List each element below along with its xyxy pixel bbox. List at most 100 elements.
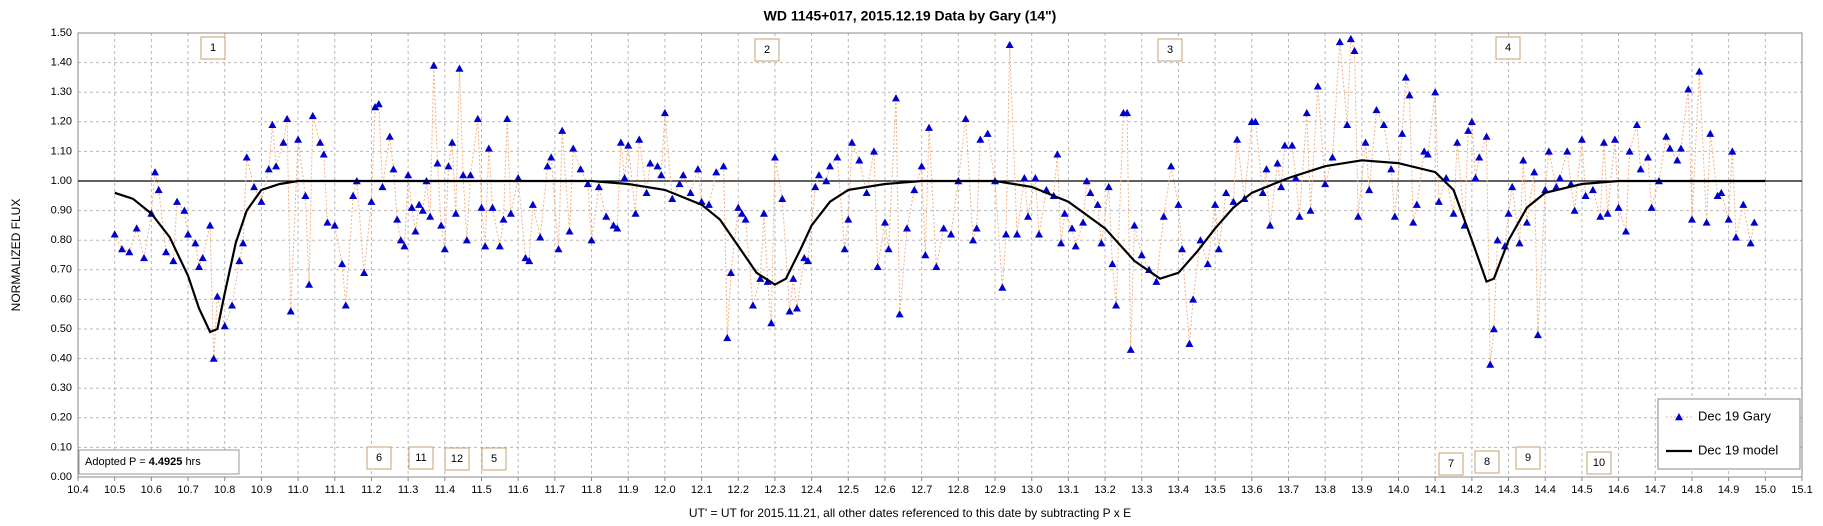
annotation-box	[1157, 38, 1183, 62]
data-point	[1079, 218, 1088, 226]
x-tick-label: 11.2	[361, 484, 382, 496]
data-point	[268, 120, 277, 128]
data-point	[407, 203, 416, 211]
data-point	[756, 274, 765, 282]
data-point	[338, 259, 347, 268]
data-point	[239, 239, 248, 247]
data-point	[679, 171, 688, 179]
data-point	[459, 171, 468, 179]
annotation-label: 4	[1505, 42, 1511, 54]
data-point	[385, 132, 394, 140]
data-point	[976, 135, 985, 143]
data-point	[1233, 135, 1242, 143]
data-point	[1632, 120, 1641, 128]
x-tick-label: 14.5	[1571, 484, 1592, 496]
data-point	[1746, 239, 1755, 247]
data-point	[668, 194, 677, 202]
annotation-box	[481, 447, 507, 471]
data-point	[924, 123, 933, 131]
data-point	[972, 224, 981, 232]
data-point	[704, 200, 713, 208]
note-text: Adopted P = 4.4925 hrs	[85, 456, 201, 468]
data-point	[1533, 330, 1542, 339]
data-point	[250, 182, 259, 191]
data-point	[1508, 182, 1517, 191]
y-tick-label: 0.50	[51, 323, 72, 335]
data-point	[1702, 218, 1711, 226]
data-point	[429, 61, 438, 69]
data-point	[983, 129, 992, 137]
data-point	[1335, 37, 1344, 46]
data-point	[125, 248, 134, 256]
data-point	[642, 188, 651, 197]
y-tick-label: 0.40	[51, 353, 72, 365]
data-point	[759, 209, 768, 217]
x-tick-label: 14.3	[1498, 484, 1519, 496]
data-point	[1599, 138, 1608, 146]
legend-label: Dec 19 Gary	[1698, 408, 1771, 423]
data-point	[998, 283, 1007, 291]
x-tick-label: 14.1	[1424, 484, 1445, 496]
data-point	[415, 200, 424, 208]
data-point	[902, 224, 911, 232]
data-point	[1306, 206, 1315, 214]
data-point	[1695, 67, 1704, 75]
note-suffix: hrs	[185, 456, 201, 468]
data-point	[884, 245, 893, 253]
data-point	[286, 307, 295, 315]
x-tick-label: 11.7	[545, 484, 566, 496]
data-point	[1082, 177, 1091, 185]
data-point	[349, 191, 358, 199]
data-point	[1086, 188, 1095, 197]
data-point	[389, 165, 398, 173]
data-point	[719, 162, 728, 170]
x-tick-label: 14.6	[1608, 484, 1629, 496]
data-point	[602, 212, 611, 220]
data-point	[1211, 200, 1220, 208]
data-point	[1185, 339, 1194, 347]
data-point	[1390, 212, 1399, 220]
data-point	[1328, 153, 1337, 161]
data-point	[712, 168, 721, 176]
data-point	[814, 171, 823, 179]
data-point	[521, 253, 530, 262]
data-point	[1020, 174, 1029, 182]
data-point	[294, 135, 303, 143]
data-point	[1434, 197, 1443, 205]
data-point	[528, 200, 537, 208]
data-point	[404, 171, 413, 179]
data-point	[151, 168, 160, 176]
data-point	[264, 165, 273, 173]
data-point	[932, 262, 941, 271]
data-point	[1035, 230, 1044, 238]
data-point	[1214, 245, 1223, 253]
data-point	[466, 171, 475, 179]
y-tick-label: 0.10	[51, 441, 72, 453]
data-point	[1178, 245, 1187, 253]
data-point	[1409, 218, 1418, 226]
data-point	[653, 162, 662, 170]
data-point	[503, 114, 512, 123]
data-point	[1687, 215, 1696, 223]
data-point	[1112, 301, 1121, 309]
data-point	[1104, 182, 1113, 191]
data-point	[800, 253, 809, 262]
data-point	[418, 206, 427, 214]
x-tick-label: 15.0	[1755, 484, 1776, 496]
data-point	[939, 224, 948, 232]
data-point	[1196, 236, 1205, 244]
data-point	[1108, 259, 1117, 268]
data-point	[180, 206, 189, 214]
x-tick-label: 14.7	[1645, 484, 1666, 496]
legend-swatch-marker	[1675, 413, 1683, 421]
x-tick-label: 11.1	[324, 484, 345, 496]
data-point	[1361, 138, 1370, 146]
period-note: Adopted P = 4.4925 hrs	[78, 449, 240, 475]
y-tick-label: 1.10	[51, 145, 72, 157]
data-point	[411, 227, 420, 235]
data-point	[1277, 182, 1286, 191]
data-point	[1229, 197, 1238, 205]
data-point	[657, 171, 666, 179]
data-point	[741, 215, 750, 223]
